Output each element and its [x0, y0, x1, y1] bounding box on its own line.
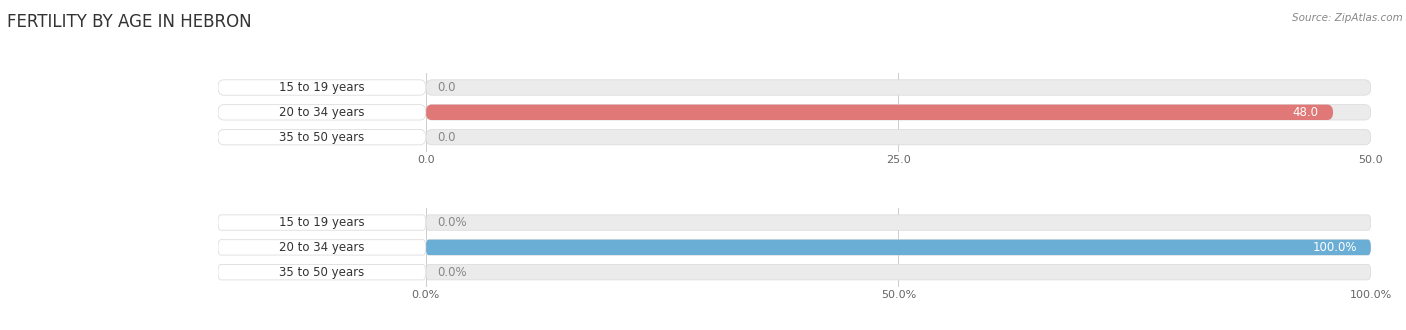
Text: 0.0: 0.0 — [437, 131, 456, 144]
Text: 35 to 50 years: 35 to 50 years — [280, 266, 364, 279]
Text: 0.0%: 0.0% — [437, 216, 467, 229]
FancyBboxPatch shape — [218, 105, 426, 120]
Text: 0.0%: 0.0% — [437, 266, 467, 279]
FancyBboxPatch shape — [426, 215, 1371, 230]
FancyBboxPatch shape — [426, 265, 1371, 280]
FancyBboxPatch shape — [426, 105, 1371, 120]
Text: 20 to 34 years: 20 to 34 years — [280, 106, 364, 119]
FancyBboxPatch shape — [426, 240, 1371, 255]
Text: 20 to 34 years: 20 to 34 years — [280, 241, 364, 254]
Text: 48.0: 48.0 — [1294, 106, 1319, 119]
Text: 15 to 19 years: 15 to 19 years — [278, 216, 364, 229]
Text: 35 to 50 years: 35 to 50 years — [280, 131, 364, 144]
FancyBboxPatch shape — [426, 105, 1333, 120]
Text: 100.0%: 100.0% — [1312, 241, 1357, 254]
FancyBboxPatch shape — [218, 80, 426, 95]
FancyBboxPatch shape — [218, 129, 426, 145]
FancyBboxPatch shape — [426, 240, 1371, 255]
Text: 0.0: 0.0 — [437, 81, 456, 94]
Text: 15 to 19 years: 15 to 19 years — [278, 81, 364, 94]
Text: Source: ZipAtlas.com: Source: ZipAtlas.com — [1292, 13, 1403, 23]
Text: FERTILITY BY AGE IN HEBRON: FERTILITY BY AGE IN HEBRON — [7, 13, 252, 31]
FancyBboxPatch shape — [218, 265, 426, 280]
FancyBboxPatch shape — [426, 80, 1371, 95]
FancyBboxPatch shape — [218, 240, 426, 255]
FancyBboxPatch shape — [218, 215, 426, 230]
FancyBboxPatch shape — [426, 129, 1371, 145]
